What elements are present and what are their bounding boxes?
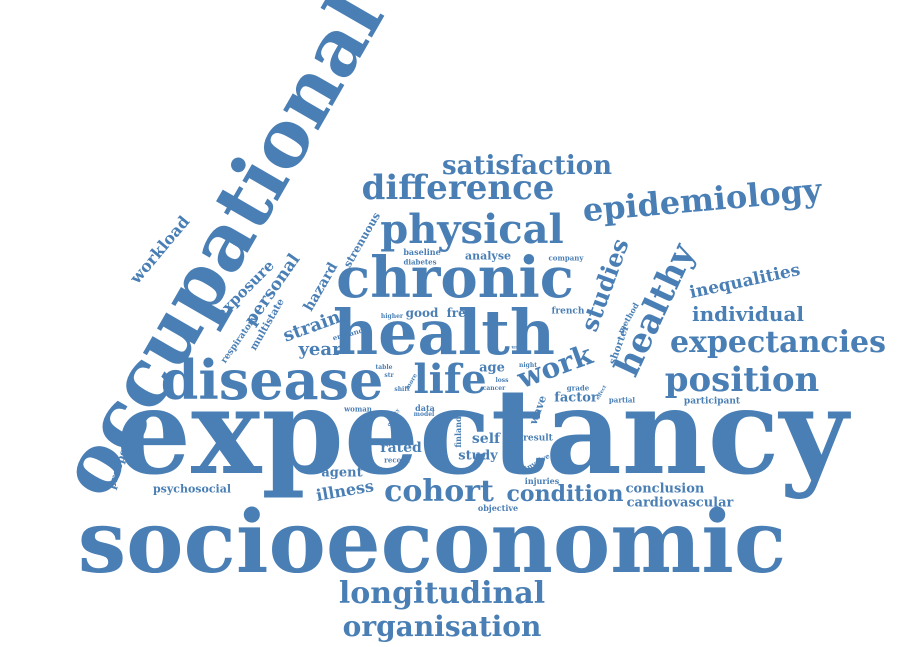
word-participant: participant xyxy=(683,396,741,407)
word-baseline: baseline xyxy=(403,247,441,257)
word-grade: grade xyxy=(566,383,590,393)
word-physical: physical xyxy=(380,206,564,253)
word-cancer: cancer xyxy=(482,385,506,392)
word-partial: partial xyxy=(608,395,636,405)
word-expectancy: expectancy xyxy=(115,362,849,501)
word-condition: condition xyxy=(506,481,624,507)
word-result: result xyxy=(523,433,553,444)
word-life: life xyxy=(413,356,487,403)
word-finland: finland xyxy=(453,416,463,448)
word-organisation: organisation xyxy=(342,610,542,643)
word-age: age xyxy=(479,360,505,376)
word-difference: difference xyxy=(361,168,555,208)
word-psychosocial: psychosocial xyxy=(152,482,232,496)
word-individual: individual xyxy=(691,302,805,326)
word-free: free xyxy=(446,306,474,320)
word-company: company xyxy=(548,253,584,263)
word-objective: objective xyxy=(477,503,519,513)
word-rated: rated xyxy=(380,440,422,456)
word-cohort: cohort xyxy=(384,474,494,509)
word-record: record xyxy=(384,455,410,465)
word-good: good xyxy=(405,306,439,320)
word-model: model xyxy=(413,411,435,418)
word-disease: disease xyxy=(160,348,384,412)
word-night: night xyxy=(519,362,537,369)
word-chronic: chronic xyxy=(336,245,574,311)
word-agent: agent xyxy=(321,465,363,481)
word-epidemiology: epidemiology xyxy=(581,170,823,230)
word-health: health xyxy=(333,296,555,369)
word-analyse: analyse xyxy=(464,249,512,263)
word-shift: shift xyxy=(394,386,410,393)
word-higher: higher xyxy=(380,313,404,320)
word-year: year xyxy=(298,339,342,360)
word-position: position xyxy=(664,360,820,400)
word-expectancies: expectancies xyxy=(669,325,887,360)
word-loss: loss xyxy=(495,377,509,384)
word-longitudinal: longitudinal xyxy=(338,576,546,611)
word-factor: factor xyxy=(554,390,598,406)
word-table: table xyxy=(375,364,393,371)
word-socioeconomic: socioeconomic xyxy=(77,492,787,593)
word-inequalities: inequalities xyxy=(687,260,803,303)
word-satisfaction: satisfaction xyxy=(441,151,613,181)
word-diabetes: diabetes xyxy=(403,257,437,267)
word-self: self xyxy=(471,431,501,447)
word-conclusion: conclusion xyxy=(625,481,705,497)
word-french: french xyxy=(551,306,585,317)
word-woman: woman xyxy=(344,404,372,414)
word-study: study xyxy=(458,448,498,464)
word-data: data xyxy=(415,403,435,413)
word-cardiovascular: cardiovascular xyxy=(626,495,734,511)
word-injuries: injuries xyxy=(524,476,560,486)
word-used: used xyxy=(511,344,525,351)
word-str: str xyxy=(384,372,394,379)
